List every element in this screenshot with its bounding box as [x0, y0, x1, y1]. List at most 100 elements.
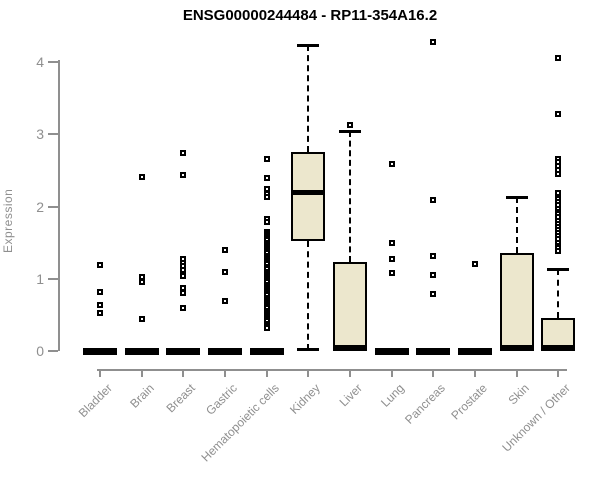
median-line [291, 189, 326, 195]
box-rect [499, 252, 534, 351]
median-line [541, 344, 576, 350]
box-rect [541, 317, 576, 351]
outlier-point [263, 155, 270, 162]
outlier-point [263, 239, 270, 246]
outlier-point [263, 311, 270, 318]
lower-whisker-cap [297, 348, 320, 352]
outlier-point [471, 261, 478, 268]
outlier-point [180, 256, 187, 263]
outlier-point [263, 268, 270, 275]
outlier-point [263, 275, 270, 282]
outlier-point [263, 307, 270, 314]
outlier-point [555, 236, 562, 242]
outlier-point [180, 171, 187, 178]
x-axis-tick [140, 369, 143, 377]
upper-whisker-cap [505, 195, 528, 199]
outlier-point [555, 159, 562, 166]
upper-whisker-cap [338, 129, 361, 133]
outlier-point [263, 285, 270, 292]
x-axis-tick [265, 369, 268, 377]
outlier-point [263, 298, 270, 305]
upper-whisker-line [348, 131, 351, 263]
x-axis-tick [515, 369, 518, 377]
box-collapsed [207, 347, 242, 355]
outlier-point [263, 303, 270, 310]
y-axis-tick-label: 1 [36, 270, 44, 287]
outlier-point [221, 298, 228, 305]
outlier-point [180, 285, 187, 292]
outlier-point [555, 54, 562, 61]
outlier-point [555, 190, 562, 197]
outlier-point [555, 211, 562, 218]
outlier-point [263, 309, 270, 316]
outlier-point [430, 253, 437, 260]
outlier-point [388, 255, 395, 262]
outlier-point [180, 272, 187, 279]
box-rect [291, 151, 326, 242]
median-line [332, 344, 367, 350]
x-axis-tick [99, 369, 101, 377]
outlier-point [221, 269, 228, 276]
outlier-point [555, 163, 562, 170]
outlier-point [388, 160, 395, 167]
outlier-point [263, 194, 270, 201]
outlier-point [555, 205, 562, 212]
outlier-point [555, 245, 562, 252]
outlier-point [263, 270, 270, 277]
outlier-point [555, 199, 562, 206]
x-axis-tick [182, 369, 185, 377]
outlier-point [263, 261, 270, 268]
y-axis-line [58, 60, 60, 351]
outlier-point [555, 111, 562, 118]
chart-title: ENSG00000244484 - RP11-354A16.2 [182, 7, 438, 24]
y-axis-tick [48, 205, 58, 208]
outlier-point [555, 233, 562, 240]
outlier-point [263, 254, 270, 261]
outlier-point [180, 267, 187, 274]
outlier-point [138, 279, 145, 286]
outlier-point [263, 316, 270, 323]
y-axis-tick [48, 277, 58, 280]
y-axis-tick-label: 3 [36, 126, 44, 143]
outlier-point [263, 230, 270, 237]
outlier-point [430, 196, 437, 203]
outlier-point [180, 304, 187, 311]
outlier-point [263, 294, 270, 301]
outlier-point [263, 279, 270, 286]
outlier-point [555, 223, 562, 230]
outlier-point [555, 196, 562, 203]
outlier-point [138, 316, 145, 323]
outlier-point [263, 266, 270, 273]
x-axis-tick [390, 369, 393, 377]
upper-whisker-line [515, 197, 518, 253]
outlier-point [263, 228, 270, 235]
box-collapsed [166, 347, 201, 355]
outlier-point [263, 175, 270, 182]
outlier-point [263, 318, 270, 325]
outlier-point [263, 246, 270, 253]
outlier-point [555, 226, 562, 233]
outlier-point [263, 256, 270, 263]
outlier-point [97, 262, 103, 269]
outlier-point [263, 235, 270, 242]
box-collapsed [457, 347, 492, 355]
outlier-point [555, 230, 562, 237]
outlier-point [263, 233, 270, 240]
x-axis-tick [473, 369, 476, 377]
outlier-point [263, 241, 270, 248]
outlier-point [263, 283, 270, 290]
